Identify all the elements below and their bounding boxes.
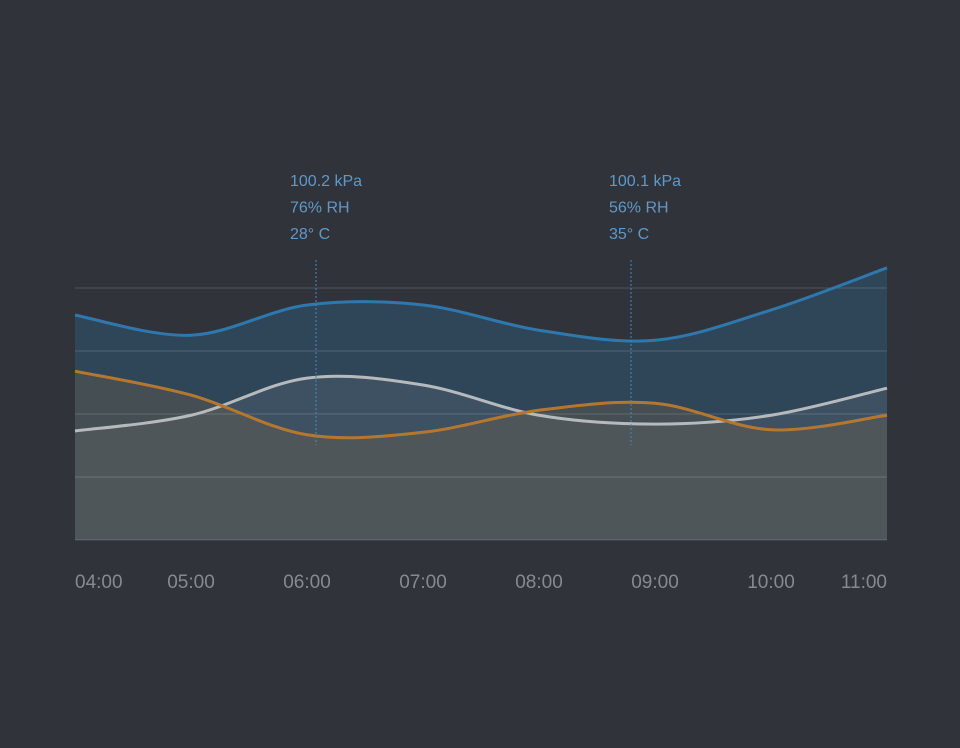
line: [74, 266, 888, 343]
x-tick-label: 09:00: [631, 572, 679, 593]
annotation: 35° C: [609, 226, 649, 243]
annotation: 76% RH: [290, 200, 350, 217]
x-tick-label: 05:00: [167, 572, 215, 593]
grid: [75, 287, 887, 541]
area: [75, 376, 887, 540]
area: [75, 371, 887, 540]
annotation: 28° C: [290, 226, 330, 243]
x-tick-label: 06:00: [283, 572, 331, 593]
annotation: 100.2 kPa: [290, 173, 362, 190]
labels: 04:00 05:00 06:00 07:00 08:00 09:00 10:00 11:00…: [75, 173, 887, 593]
annotation: 56% RH: [609, 200, 669, 217]
line: [74, 374, 888, 433]
annotation: 100.1 kPa: [609, 173, 681, 190]
line: [74, 369, 888, 440]
x-tick-label: 07:00: [399, 572, 447, 593]
x-tick-label: 04:00: [75, 572, 123, 593]
x-tick-label: 11:00: [841, 572, 887, 593]
x-tick-label: 10:00: [747, 572, 795, 593]
x-tick-label: 08:00: [515, 572, 563, 593]
lines: [74, 266, 888, 440]
